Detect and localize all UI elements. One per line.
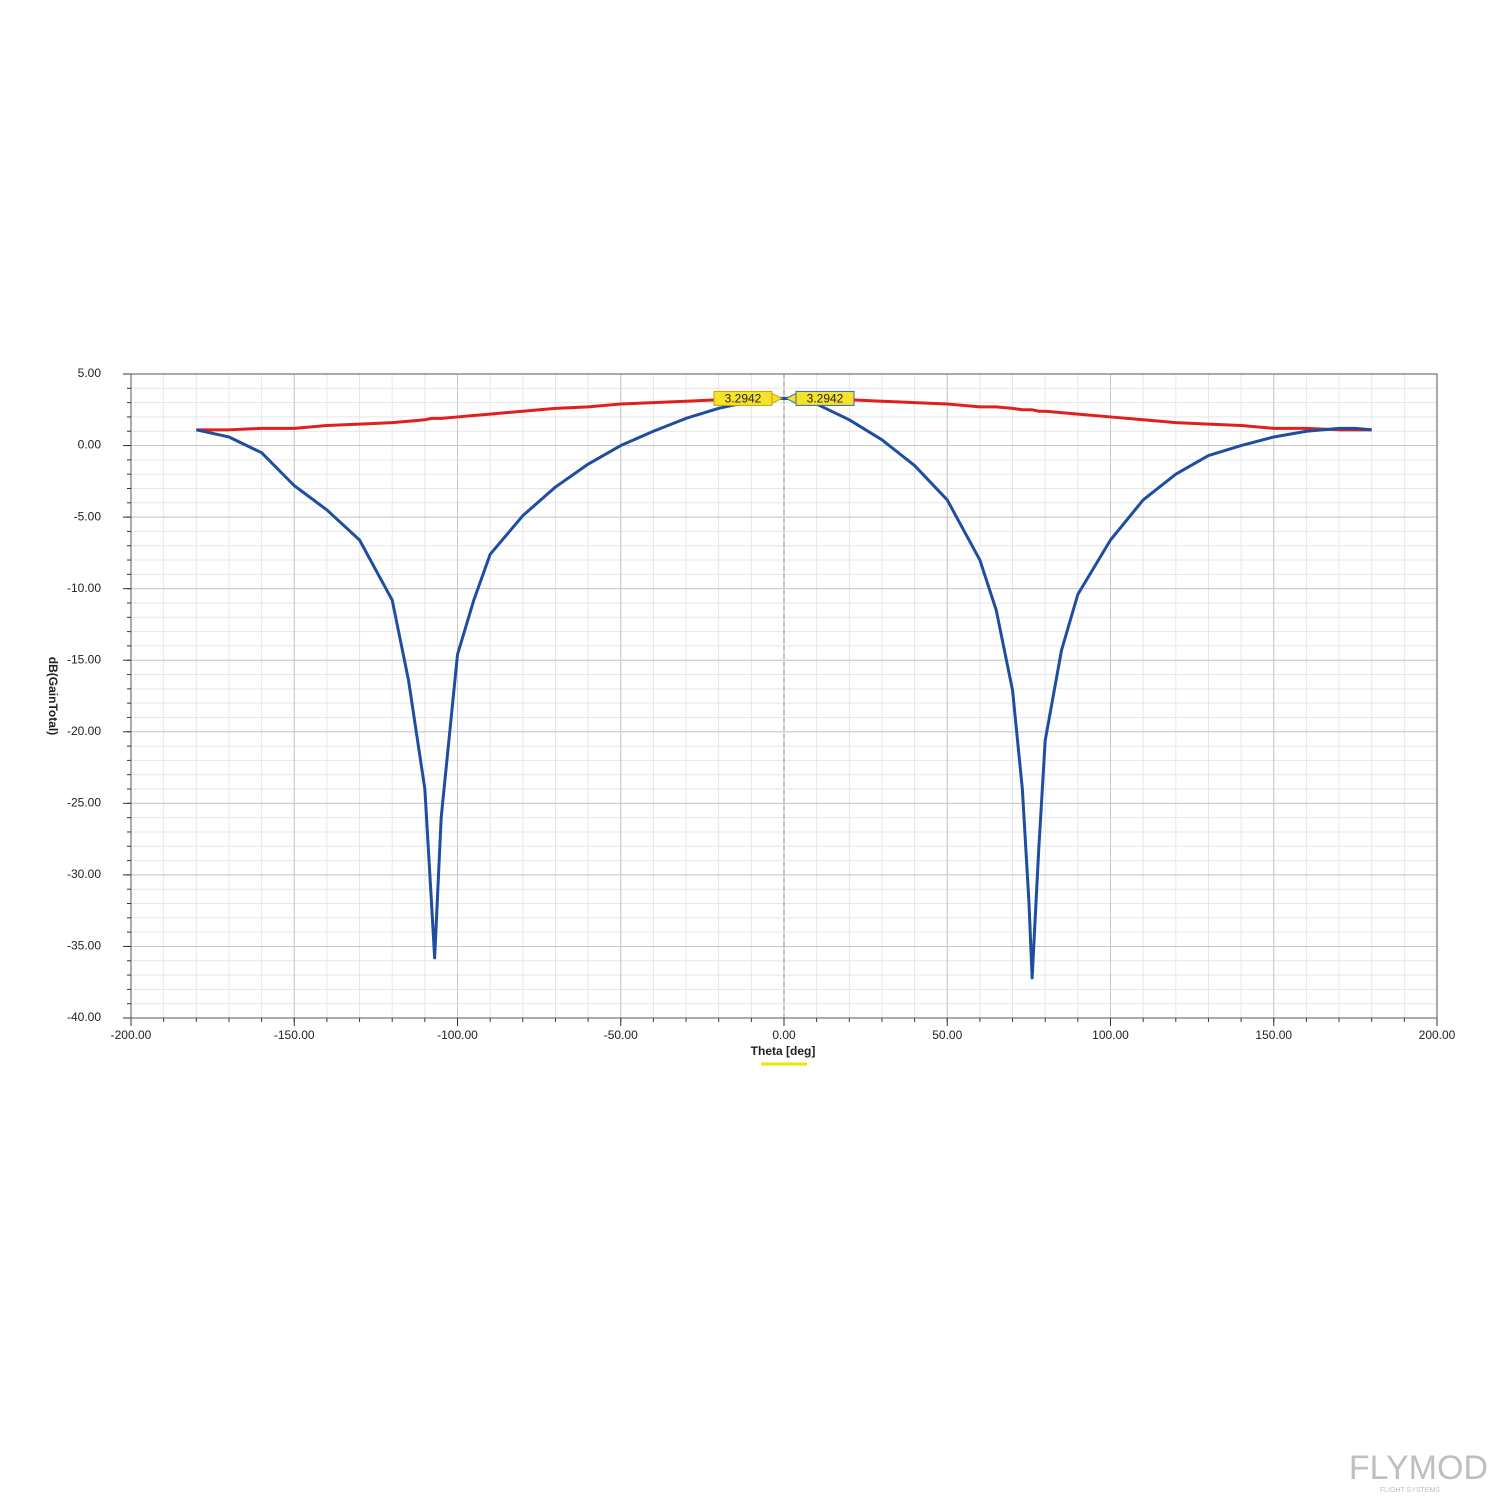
x-tick-label: 50.00 [932,1028,962,1042]
x-tick-label: 100.00 [1092,1028,1129,1042]
y-tick-label: -15.00 [67,652,101,666]
y-tick-label: -20.00 [67,724,101,738]
y-tick-label: 5.00 [78,366,102,380]
y-tick-label: -30.00 [67,867,101,881]
marker-text: 3.2942 [807,392,844,406]
y-tick-label: -35.00 [67,939,101,953]
x-tick-label: -50.00 [604,1028,638,1042]
x-tick-label: -100.00 [437,1028,478,1042]
y-axis-label: dB(GainTotal) [46,657,60,735]
marker-text: 3.2942 [725,392,762,406]
y-tick-label: -40.00 [67,1010,101,1024]
x-tick-label: 200.00 [1419,1028,1456,1042]
watermark: FLYMOD [1349,1449,1488,1487]
x-tick-label: 0.00 [772,1028,796,1042]
marker-box [795,390,855,406]
x-tick-label: -150.00 [274,1028,315,1042]
marker-label: 3.2942 [713,390,784,406]
x-tick-label: 150.00 [1255,1028,1292,1042]
y-tick-label: 0.00 [78,438,102,452]
watermark-subtext: FLIGHT SYSTEMS [1380,1487,1440,1494]
marker-box [713,390,773,406]
x-axis-label: Theta [deg] [751,1044,816,1058]
y-tick-label: -10.00 [67,581,101,595]
marker-label: 3.2942 [784,390,855,406]
x-tick-label: -200.00 [111,1028,152,1042]
y-tick-label: -25.00 [67,796,101,810]
y-tick-label: -5.00 [74,509,102,523]
